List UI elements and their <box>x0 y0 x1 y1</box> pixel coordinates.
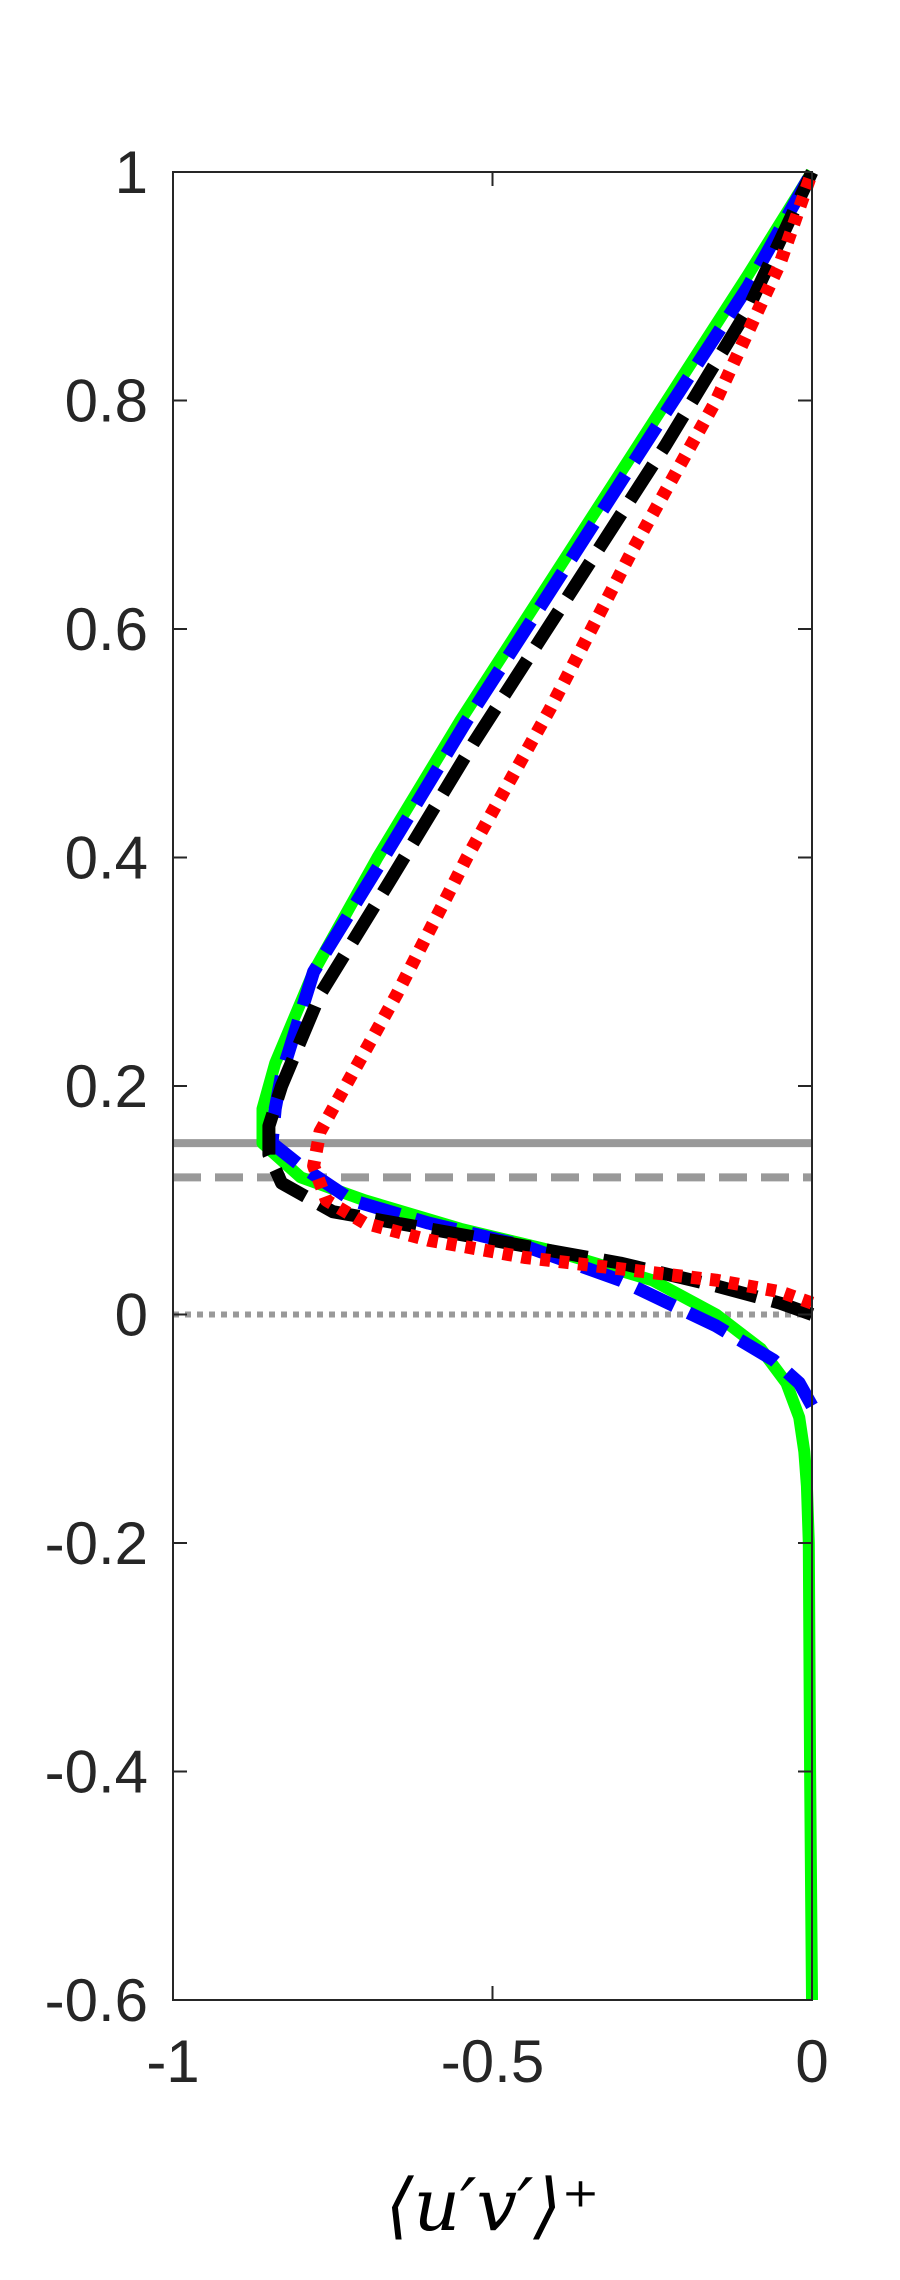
tick-marks <box>172 171 813 2001</box>
y-tick-labels: -0.6 -0.4 -0.2 0 0.2 0.4 0.6 0.8 1 <box>45 139 148 2034</box>
x-tick-labels: -1 -0.5 0 <box>146 2028 828 2095</box>
y-tick-label: -0.2 <box>45 1510 148 1577</box>
y-tick-label: 0 <box>115 1282 148 1349</box>
series-lines <box>256 168 819 2001</box>
series-line-0 <box>256 168 818 2001</box>
series-line-3 <box>307 169 819 1310</box>
y-tick-label: 0.2 <box>65 1053 148 1120</box>
x-tick-label: -1 <box>146 2028 199 2095</box>
x-tick-label: -0.5 <box>441 2028 544 2095</box>
y-tick-label: -0.6 <box>45 1967 148 2034</box>
y-tick-label: 0.8 <box>65 368 148 435</box>
x-tick-label: 0 <box>795 2028 828 2095</box>
y-tick-label: 0.4 <box>65 825 148 892</box>
x-axis-label: ⟨u′v′⟩⁺ <box>386 2163 600 2247</box>
y-tick-label: 1 <box>115 139 148 206</box>
y-tick-label: 0.6 <box>65 596 148 663</box>
y-tick-label: -0.4 <box>45 1739 148 1806</box>
